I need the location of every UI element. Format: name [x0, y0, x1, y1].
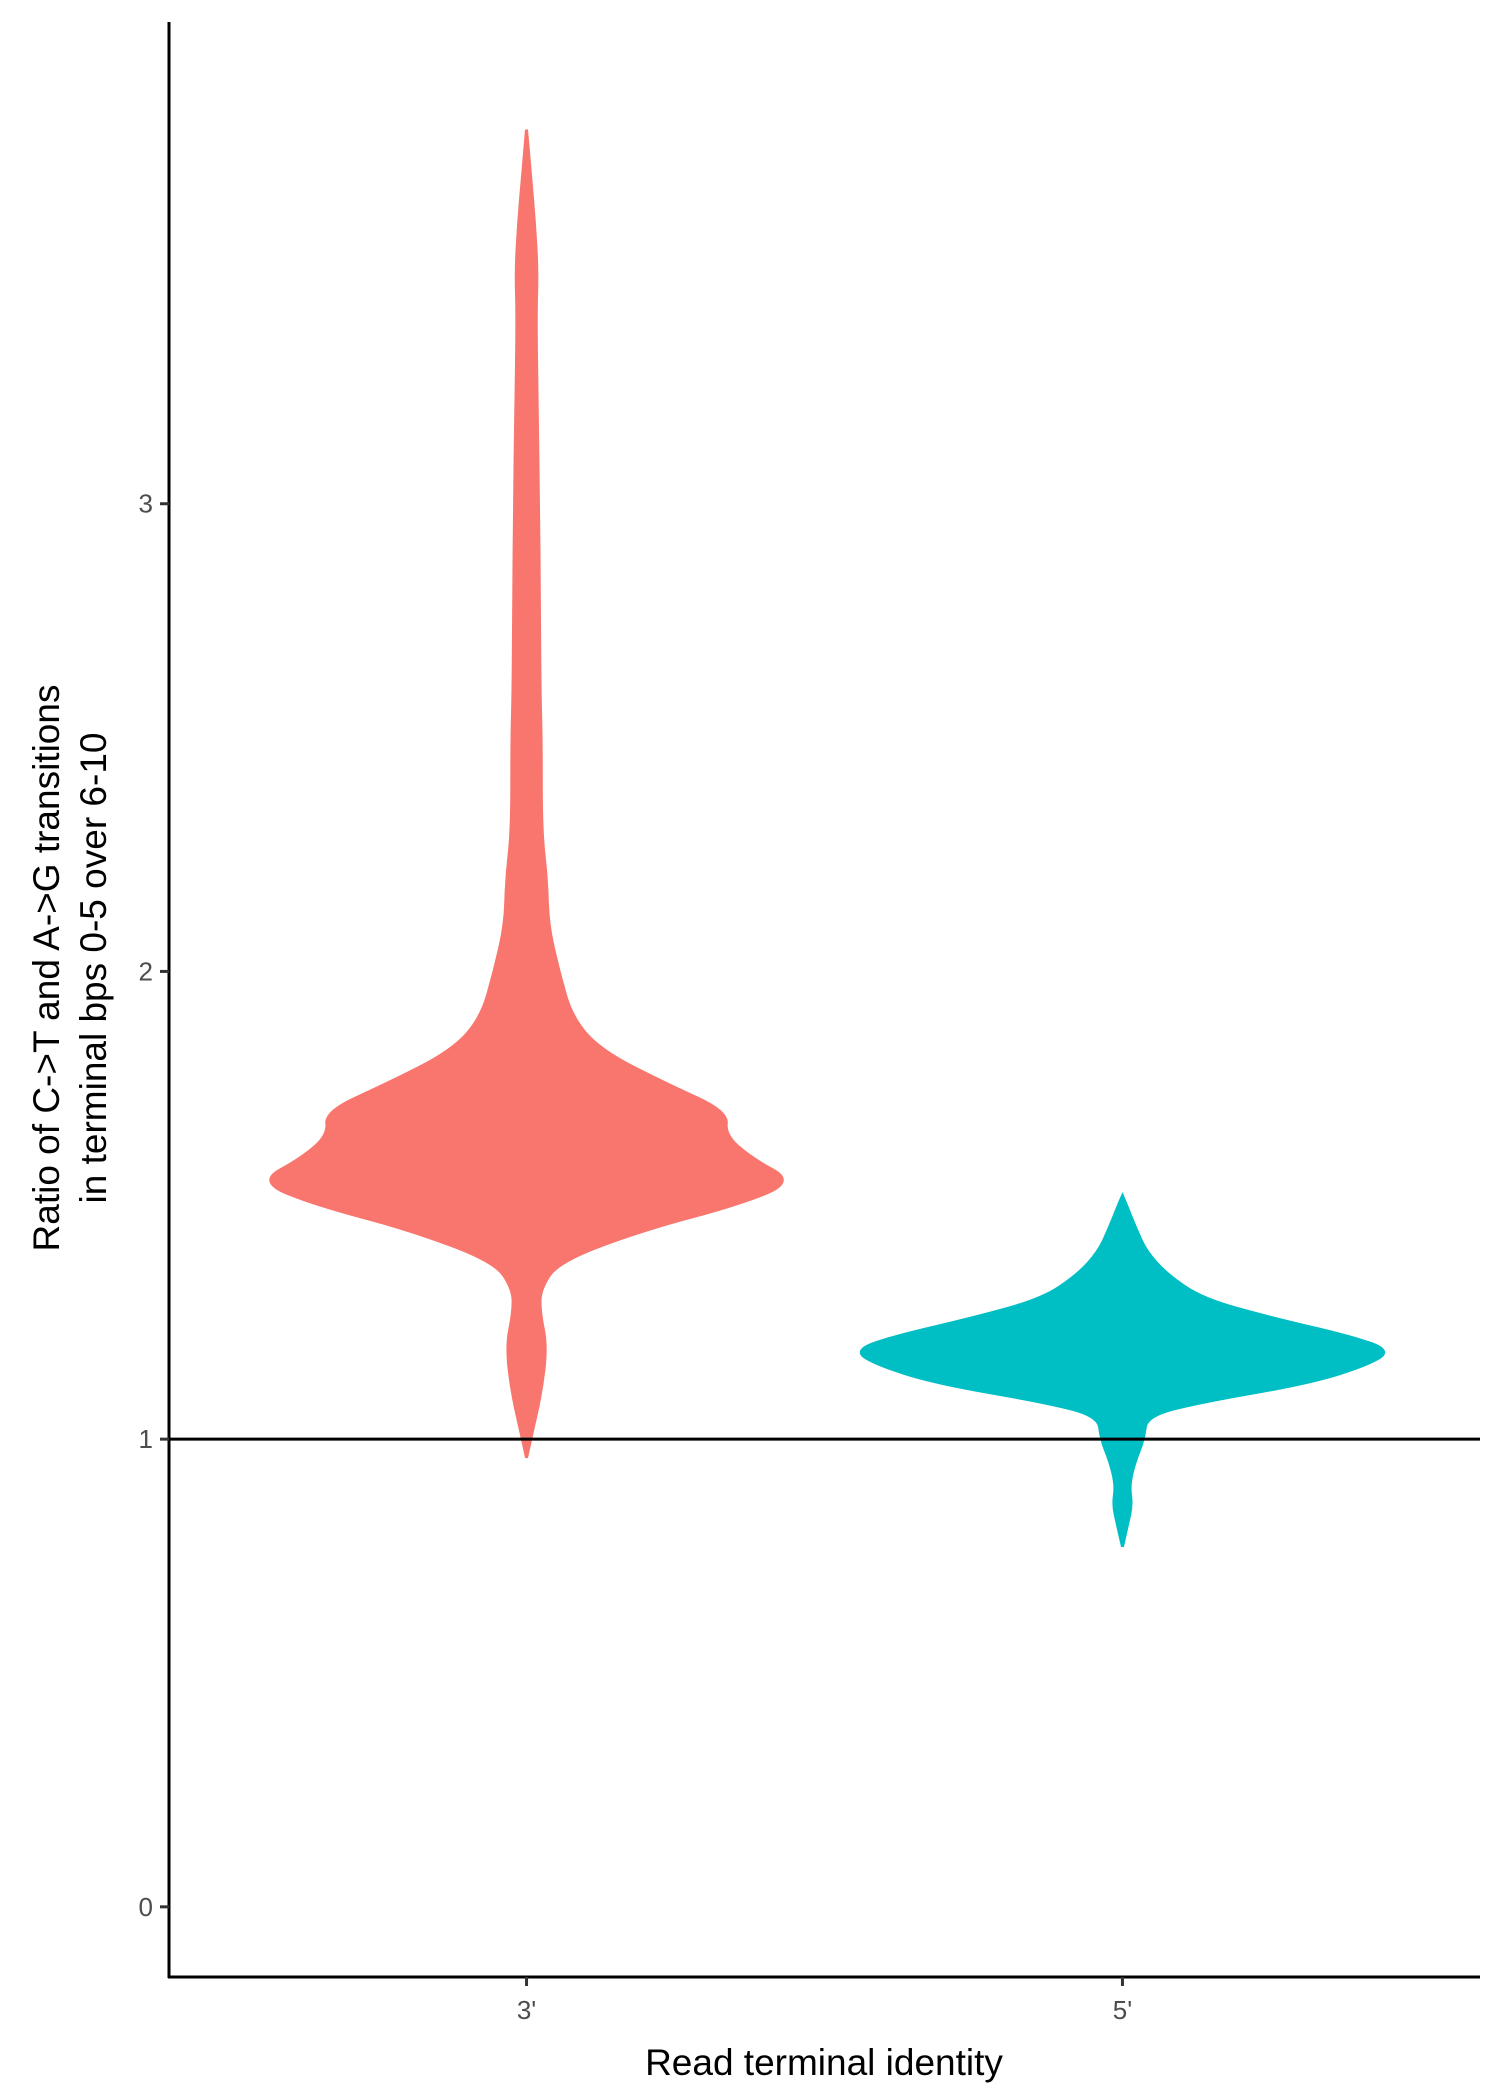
y-tick-label: 3 [139, 489, 153, 519]
y-axis-title-line-2: in terminal bps 0-5 over 6-10 [73, 733, 114, 1204]
y-axis-title-line-1: Ratio of C->T and A->G transitions [26, 685, 67, 1252]
violin-five-prime [859, 1192, 1386, 1548]
y-tick-label: 0 [139, 1892, 153, 1922]
x-tick-label: 3' [517, 1995, 536, 2025]
y-ticks: 0 1 2 3 [139, 489, 169, 1922]
x-ticks: 3' 5' [517, 1977, 1132, 2025]
y-tick-label: 2 [139, 956, 153, 986]
x-axis-title: Read terminal identity [645, 2042, 1003, 2083]
x-tick-label: 5' [1113, 1995, 1132, 2025]
violin-three-prime [269, 129, 784, 1459]
y-tick-label: 1 [139, 1424, 153, 1454]
y-axis-title: Ratio of C->T and A->G transitions in te… [26, 685, 114, 1252]
violins [269, 129, 1386, 1548]
